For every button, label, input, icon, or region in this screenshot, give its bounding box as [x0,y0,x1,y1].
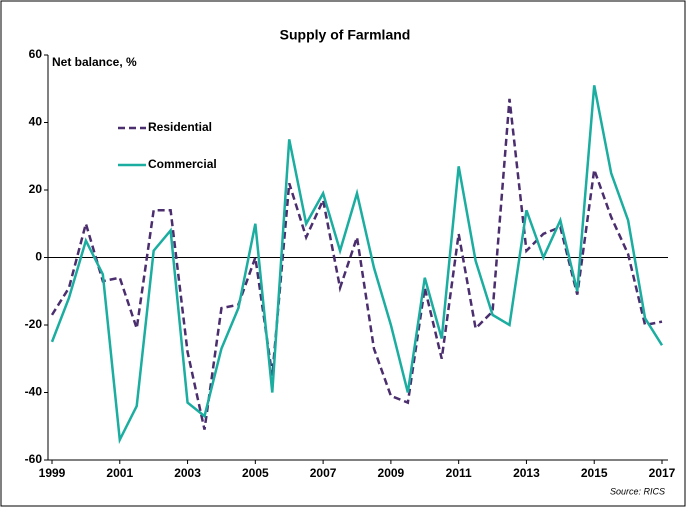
chart-title: Supply of Farmland [280,27,411,43]
series-line [50,98,663,430]
x-tick-label: 2007 [310,466,337,480]
y-axis-label: Net balance, % [52,55,137,69]
series-line [50,85,664,445]
legend-label: Commercial [148,157,217,171]
x-tick-label: 2005 [242,466,269,480]
y-tick-label: 40 [29,115,43,129]
x-tick-label: 2015 [581,466,608,480]
legend-label: Residential [148,120,212,134]
y-tick-label: 0 [35,250,42,264]
y-tick-label: -40 [25,385,43,399]
x-tick-label: 2013 [513,466,540,480]
x-tick-label: 2001 [106,466,133,480]
y-tick-label: -60 [25,452,43,466]
x-tick-label: 2011 [446,466,472,480]
x-tick-label: 2003 [174,466,201,480]
y-tick-label: -20 [25,317,43,331]
source: Source: RICS [610,486,665,496]
y-tick-label: 60 [29,47,43,61]
y-tick-label: 20 [29,182,43,196]
x-tick-label: 1999 [39,466,66,480]
x-tick-label: 2009 [378,466,405,480]
x-tick-label: 2017 [649,466,676,480]
